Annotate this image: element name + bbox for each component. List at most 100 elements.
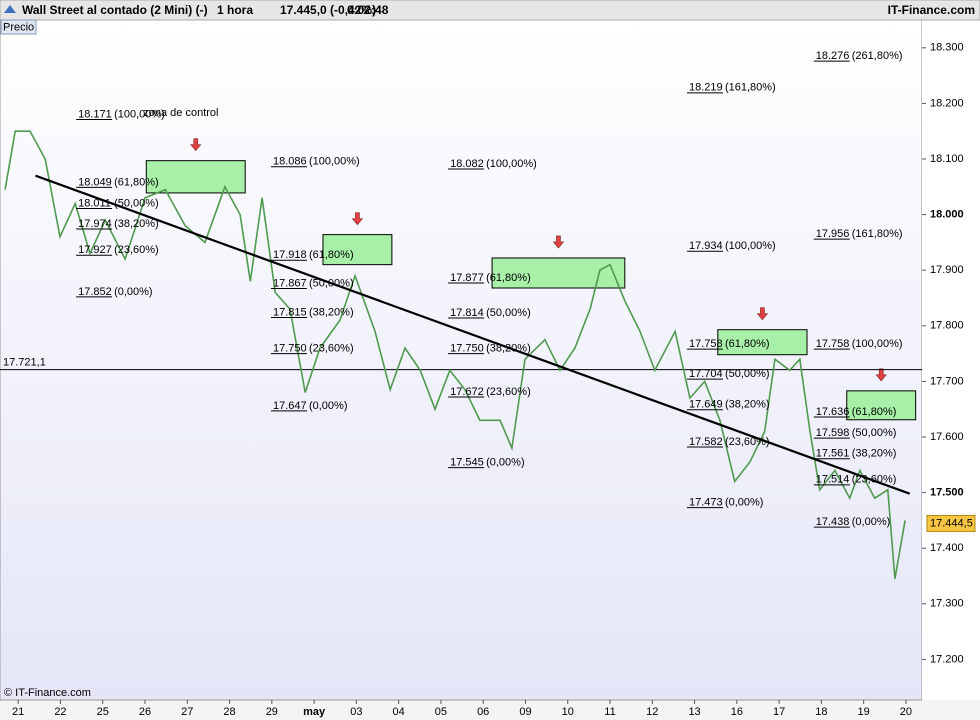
fib-percent: (0,00%) [725,497,764,509]
x-tick-label: may [303,706,326,718]
fib-value: 17.934 [689,240,723,252]
fib-value: 17.974 [78,218,112,230]
fib-value: 17.758 [689,338,723,350]
fib-percent: (61,80%) [486,272,531,284]
price-line [4,130,906,579]
fib-value: 17.649 [689,399,723,411]
x-tick-label: 22 [54,706,66,718]
fib-percent: (0,00%) [852,516,891,528]
fib-percent: (23,60%) [309,343,354,355]
toolbar-interval: 1 hora [217,3,253,17]
fib-percent: (61,80%) [852,406,897,418]
fib-value: 17.672 [450,386,484,398]
fib-value: 17.598 [816,427,850,439]
fib-value: 18.171 [78,108,112,120]
fib-percent: (100,00%) [486,158,537,170]
toolbar-brand: IT-Finance.com [888,3,975,17]
y-axis-panel [922,20,980,700]
price-tag-box [0,19,37,35]
last-price-label: 17.444,5 [930,517,973,529]
fib-value: 18.082 [450,158,484,170]
fib-value: 17.877 [450,272,484,284]
fib-value: 18.219 [689,82,723,94]
fib-value: 17.814 [450,307,484,319]
y-tick-label: 18.300 [930,42,964,54]
fib-percent: (23,60%) [852,474,897,486]
fib-percent: (161,80%) [725,82,776,94]
y-tick-label: 17.900 [930,264,964,276]
control-zone [717,329,808,356]
toolbar-quote: 17.445,0 (-0,42%) [280,3,376,17]
y-tick-label: 18.000 [930,209,964,221]
x-tick-label: 26 [139,706,151,718]
toolbar [0,0,980,21]
fib-percent: (61,80%) [114,176,159,188]
zone-arrow [190,138,202,152]
fib-value: 17.647 [273,400,307,412]
fib-value: 17.473 [689,497,723,509]
fib-value: 18.086 [273,156,307,168]
last-price-box [926,514,976,532]
x-tick-label: 05 [435,706,447,718]
x-tick-label: 25 [97,706,109,718]
control-zone [145,160,246,194]
fib-percent: (38,20%) [725,399,770,411]
fib-percent: (23,60%) [114,244,159,256]
fib-value: 17.750 [450,343,484,355]
x-tick-label: 04 [393,706,405,718]
fib-value: 17.561 [816,448,850,460]
toolbar-time: 0:02:48 [347,3,389,17]
fib-value: 17.815 [273,306,307,318]
x-tick-label: 27 [181,706,193,718]
plot-area [0,19,923,701]
fib-value: 17.438 [816,516,850,528]
fib-percent: (50,00%) [725,368,770,380]
fib-value: 17.704 [689,368,723,380]
fib-percent: (38,20%) [309,306,354,318]
x-tick-label: 12 [646,706,658,718]
x-tick-label: 17 [773,706,785,718]
fib-percent: (38,20%) [852,448,897,460]
x-tick-label: 10 [562,706,574,718]
x-tick-label: 28 [223,706,235,718]
fib-value: 17.750 [273,343,307,355]
fib-percent: (261,80%) [852,50,903,62]
copyright: © IT-Finance.com [4,687,91,699]
zone-arrow [552,235,565,249]
control-zone [491,257,626,289]
trend-line [35,174,911,495]
y-tick-label: 17.700 [930,375,964,387]
x-tick-label: 29 [266,706,278,718]
fib-value: 17.927 [78,244,112,256]
y-tick-label: 18.100 [930,153,964,165]
zone-arrow [351,212,364,226]
fib-percent: (0,00%) [486,456,525,468]
toolbar-icon [4,5,16,13]
fib-percent: (100,00%) [309,156,360,168]
fib-value: 18.276 [816,50,850,62]
x-tick-label: 13 [688,706,700,718]
fib-percent: (0,00%) [114,286,153,298]
fib-percent: (50,00%) [114,197,159,209]
fib-percent: (61,80%) [725,338,770,350]
horizontal-line-label: 17.721,1 [3,357,46,369]
fib-value: 17.514 [816,474,850,486]
fib-percent: (100,00%) [852,338,903,350]
fib-value: 17.852 [78,286,112,298]
annotation: zona de control [143,107,218,119]
fib-percent: (100,00%) [725,240,776,252]
fib-percent: (23,60%) [725,436,770,448]
control-zone [846,390,917,421]
fib-value: 17.918 [273,249,307,261]
y-tick-label: 17.800 [930,320,964,332]
zone-arrow [756,307,769,321]
x-tick-label: 18 [815,706,827,718]
x-tick-label: 19 [858,706,870,718]
x-tick-label: 03 [350,706,362,718]
y-tick-label: 17.600 [930,431,964,443]
fib-value: 17.758 [816,338,850,350]
fib-percent: (23,60%) [486,386,531,398]
y-tick-label: 17.400 [930,542,964,554]
